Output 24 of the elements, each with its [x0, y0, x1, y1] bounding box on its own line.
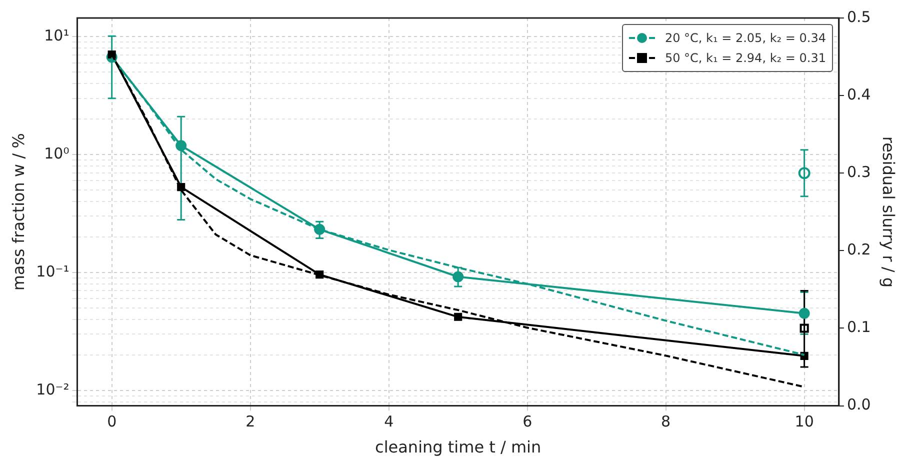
- point: [454, 312, 462, 321]
- y2-tick-label: 0.3: [846, 163, 871, 182]
- y2-tick-label: 0.1: [846, 318, 871, 336]
- y-tick-label: 10⁻²: [36, 380, 70, 398]
- x-axis-title: cleaning time t / min: [375, 438, 542, 457]
- x-tick-label: 4: [384, 412, 394, 431]
- point: [452, 271, 464, 282]
- x-tick-label: 8: [661, 412, 671, 431]
- x-tick-label: 10: [794, 412, 814, 431]
- x-tick-label: 6: [522, 412, 532, 431]
- y2-tick-label: 0.5: [846, 8, 871, 26]
- legend-label: 20 °C, k₁ = 2.05, k₂ = 0.34: [664, 31, 826, 45]
- y-axis-title: mass fraction w / %: [8, 133, 28, 291]
- y2-tick-label: 0.2: [846, 240, 871, 259]
- y-tick-label: 10¹: [44, 26, 70, 45]
- x-tick-label: 0: [107, 412, 117, 431]
- y2-axis-title: residual slurry r / g: [879, 136, 898, 288]
- legend-label: 50 °C, k₁ = 2.94, k₂ = 0.31: [664, 51, 826, 65]
- x-tick-label: 2: [246, 412, 256, 431]
- y2-tick-label: 0.4: [846, 85, 871, 104]
- y-tick-label: 10⁻¹: [36, 262, 70, 280]
- point: [798, 308, 810, 319]
- y2-tick-label: 0.0: [846, 396, 871, 414]
- y-tick-label: 10⁰: [44, 144, 70, 162]
